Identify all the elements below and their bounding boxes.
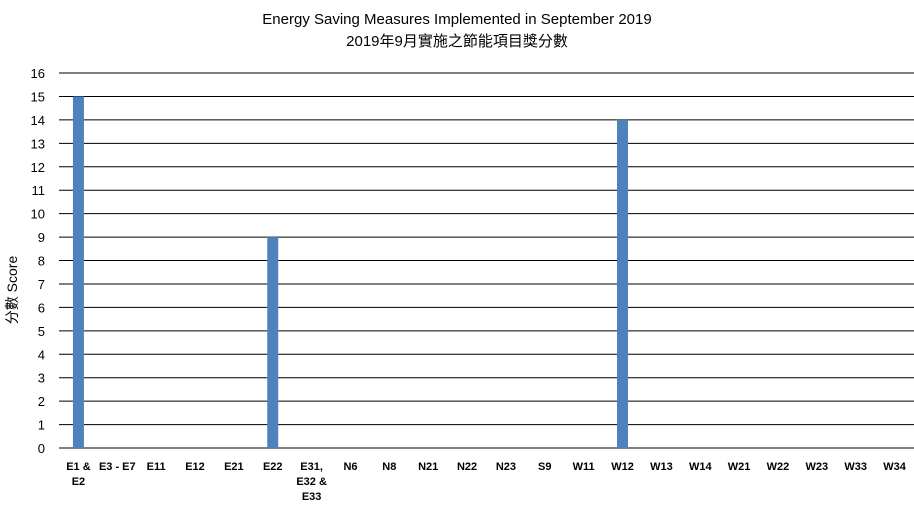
y-tick-label: 16 (31, 66, 45, 81)
y-tick-label: 2 (38, 394, 45, 409)
x-tick-label: E1 & E2 (66, 461, 91, 488)
gridlines (59, 72, 914, 449)
y-tick-label: 6 (38, 300, 45, 315)
x-tick-label: N23 (496, 461, 516, 473)
x-tick-label: W11 (573, 461, 595, 473)
y-tick-label: 10 (31, 207, 45, 222)
x-tick-label: S9 (538, 461, 551, 473)
y-tick-label: 7 (38, 277, 45, 292)
y-tick-label: 8 (38, 254, 45, 269)
y-tick-label: 5 (38, 324, 45, 339)
x-tick-label: N8 (382, 461, 396, 473)
x-tick-label: W34 (883, 461, 907, 473)
y-tick-label: 15 (31, 89, 45, 104)
y-tick-label: 14 (31, 113, 45, 128)
x-tick-labels: E1 & E2 E3 - E7 E11 E12 E21 E22 E31, E32 & E33 N6 N… (66, 461, 907, 503)
bar-e1-e2 (72, 96, 84, 448)
x-tick-label: N6 (343, 461, 357, 473)
y-tick-label: 0 (38, 441, 45, 456)
x-tick-label: W22 (767, 461, 790, 473)
y-tick-label: 3 (38, 371, 45, 386)
x-tick-label: E21 (224, 461, 244, 473)
y-tick-label: 12 (31, 160, 45, 175)
x-tick-label: W14 (689, 461, 713, 473)
x-tick-label: E31, E32 & E33 (296, 461, 327, 503)
chart-title: Energy Saving Measures Implemented in Se… (262, 11, 651, 28)
y-tick-label: 1 (38, 418, 45, 433)
x-tick-label: N22 (457, 461, 477, 473)
y-tick-label: 9 (38, 230, 45, 245)
x-tick-label: W33 (844, 461, 867, 473)
bar-e22 (267, 237, 279, 448)
x-tick-label: W21 (728, 461, 751, 473)
y-tick-label: 4 (38, 347, 45, 362)
y-axis-label: 分數 Score (4, 256, 20, 325)
x-tick-label: E12 (185, 461, 205, 473)
x-tick-label: E22 (263, 461, 283, 473)
x-tick-label: N21 (418, 461, 438, 473)
y-tick-label: 13 (31, 136, 45, 151)
x-tick-label: W23 (806, 461, 829, 473)
x-tick-label: E3 - E7 (99, 461, 136, 473)
bar-w12 (617, 119, 629, 448)
x-tick-label: W13 (650, 461, 673, 473)
chart-subtitle: 2019年9月實施之節能項目獎分數 (346, 32, 568, 50)
x-tick-label: E11 (147, 461, 166, 473)
x-tick-label: W12 (611, 461, 634, 473)
bars (72, 96, 629, 448)
y-tick-label: 11 (32, 183, 46, 198)
